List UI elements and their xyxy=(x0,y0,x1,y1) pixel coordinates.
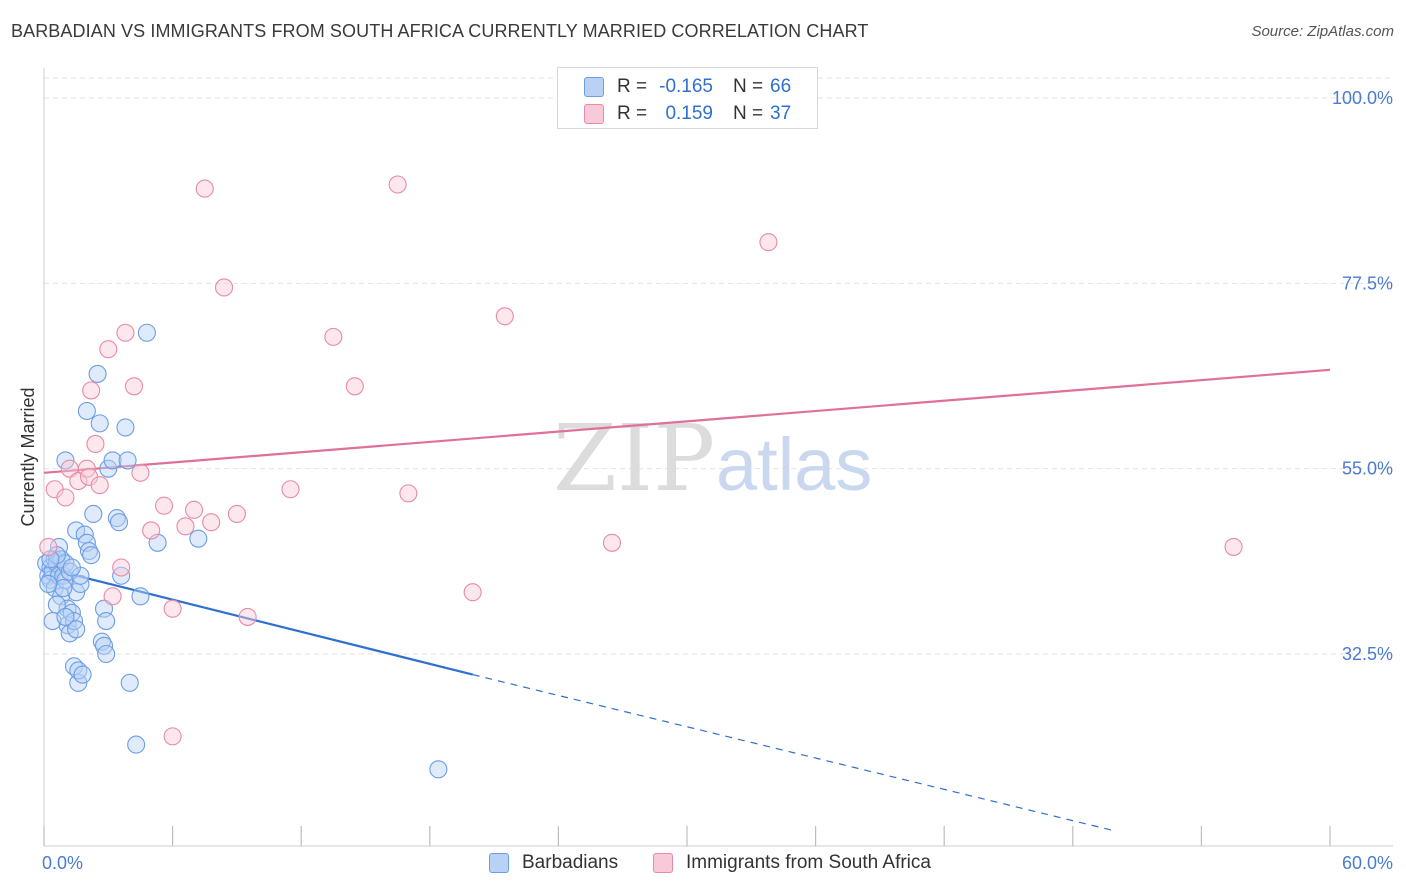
south-africa-point xyxy=(495,307,514,326)
south-africa-point xyxy=(195,179,214,198)
stats-swatch-south-africa xyxy=(584,104,604,124)
barbadian-point xyxy=(69,673,88,692)
south-africa-point xyxy=(163,599,182,618)
n-label: N = xyxy=(733,103,764,124)
barbadian-point xyxy=(77,401,96,421)
barbadian-point xyxy=(67,620,86,639)
barbadian-point xyxy=(109,513,129,532)
grid-lines xyxy=(44,77,1393,655)
south-africa-point xyxy=(602,533,622,552)
barbadian-point xyxy=(56,451,75,470)
south-africa-point xyxy=(142,521,161,540)
tick-labels: 100.0% 77.5% 55.0% 32.5% 0.0% 60.0% xyxy=(42,88,1393,873)
legend-swatch-south-africa xyxy=(653,853,673,873)
barbadian-point xyxy=(120,673,139,692)
n-value: 66 xyxy=(770,76,792,97)
south-africa-point xyxy=(99,340,118,359)
stats-swatch-barbadians xyxy=(584,77,604,97)
barbadian-point xyxy=(118,451,137,470)
barbadian-trend-line xyxy=(43,566,473,676)
n-label: N = xyxy=(733,76,764,97)
stats-row-barbadians: R = -0.165 N = 66 xyxy=(558,75,817,101)
south-africa-trend-line xyxy=(43,368,1331,474)
r-value: -0.165 xyxy=(659,76,713,97)
south-africa-point xyxy=(176,517,195,536)
south-africa-point xyxy=(388,175,407,194)
south-africa-point xyxy=(69,471,88,491)
south-africa-point xyxy=(399,484,418,503)
barbadian-point xyxy=(54,579,73,598)
correlation-stats-box: R = -0.165 N = 66 R = 0.159 N = 37 xyxy=(557,67,818,129)
chart-title: BARBADIAN VS IMMIGRANTS FROM SOUTH AFRIC… xyxy=(11,21,869,41)
south-africa-point xyxy=(463,583,482,602)
south-africa-point xyxy=(103,587,122,606)
south-africa-point xyxy=(154,496,174,515)
south-africa-point xyxy=(56,488,75,507)
barbadian-point xyxy=(99,459,118,478)
y-tick-label: 100.0% xyxy=(1332,88,1393,108)
y-tick-label: 32.5% xyxy=(1342,644,1393,664)
r-label: R = xyxy=(617,76,648,97)
x-tick-label: 0.0% xyxy=(42,853,83,873)
south-africa-point xyxy=(184,500,204,519)
barbadian-point xyxy=(84,504,103,524)
south-africa-point xyxy=(227,504,246,524)
axes xyxy=(43,68,1393,847)
barbadian-point xyxy=(73,665,92,684)
y-axis-label: Currently Married xyxy=(18,387,38,526)
legend-label: Immigrants from South Africa xyxy=(686,852,931,873)
south-africa-point xyxy=(82,381,101,400)
legend-label: Barbadians xyxy=(522,852,619,873)
y-tick-label: 55.0% xyxy=(1342,459,1393,479)
south-africa-point xyxy=(202,513,221,532)
r-label: R = xyxy=(617,103,648,124)
trend-lines xyxy=(43,368,1331,832)
data-points xyxy=(37,175,1243,779)
barbadian-point xyxy=(88,364,107,383)
barbadian-point xyxy=(82,546,101,565)
legend-swatch-barbadians xyxy=(489,853,509,873)
barbadian-point xyxy=(97,644,116,664)
south-africa-point xyxy=(116,323,135,342)
south-africa-point xyxy=(131,463,150,482)
barbadian-point xyxy=(90,414,109,433)
barbadian-point xyxy=(39,574,58,594)
n-value: 37 xyxy=(770,103,792,124)
south-africa-point xyxy=(238,607,257,626)
barbadian-point xyxy=(56,607,75,626)
barbadian-point xyxy=(127,735,146,754)
watermark-atlas: atlas xyxy=(716,423,872,506)
south-africa-point xyxy=(324,327,343,346)
barbadian-point xyxy=(47,595,66,614)
barbadian-point xyxy=(116,418,135,437)
barbadian-point xyxy=(103,451,122,470)
south-africa-point xyxy=(214,278,234,297)
source-credit: Source: ZipAtlas.com xyxy=(1251,23,1394,40)
south-africa-point xyxy=(90,476,109,495)
barbadian-point xyxy=(62,558,81,577)
watermark-zip: ZIP xyxy=(553,405,715,512)
r-value: 0.159 xyxy=(665,103,713,124)
x-tick-label: 60.0% xyxy=(1342,853,1393,873)
barbadian-point xyxy=(189,529,208,548)
barbadian-trend-extension xyxy=(472,674,1116,832)
barbadian-point xyxy=(67,521,86,540)
south-africa-point xyxy=(281,480,300,499)
south-africa-point xyxy=(345,377,364,396)
barbadian-point xyxy=(131,587,150,606)
barbadian-point xyxy=(137,323,156,342)
barbadian-point xyxy=(429,760,448,779)
south-africa-point xyxy=(124,377,144,396)
barbadian-point xyxy=(97,612,116,631)
south-africa-point xyxy=(39,537,58,556)
y-tick-label: 77.5% xyxy=(1342,273,1393,293)
south-africa-point xyxy=(163,727,182,746)
south-africa-point xyxy=(86,434,105,454)
south-africa-point xyxy=(1224,537,1243,556)
south-africa-point xyxy=(112,558,131,577)
stats-row-south-africa: R = 0.159 N = 37 xyxy=(558,102,817,128)
south-africa-point xyxy=(759,233,778,252)
